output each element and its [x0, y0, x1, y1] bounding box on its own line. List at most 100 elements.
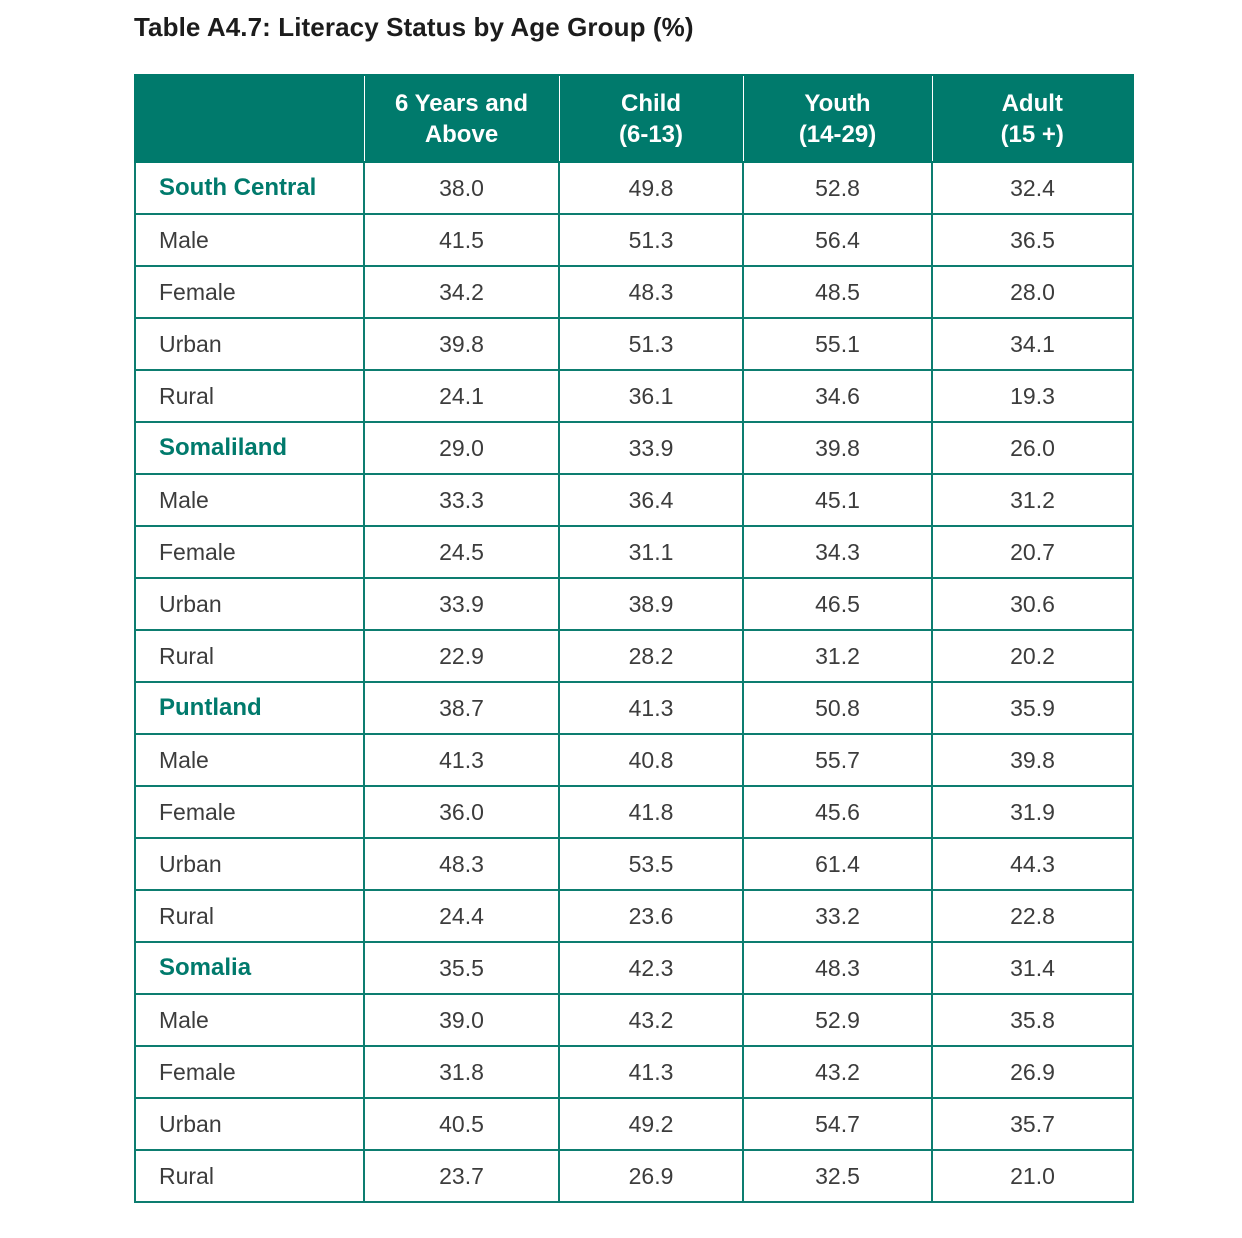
table-cell: 49.2: [558, 1097, 744, 1151]
table-cell: 38.7: [363, 681, 560, 735]
table-cell: 48.3: [558, 265, 744, 319]
table-cell: 35.5: [363, 941, 560, 995]
table-cell: 34.1: [931, 317, 1134, 371]
table-cell: 36.4: [558, 473, 744, 527]
table-cell: 22.8: [931, 889, 1134, 943]
table-cell: 31.9: [931, 785, 1134, 839]
table-cell: 31.2: [742, 629, 933, 683]
table-row: Male 39.0 43.2 52.9 35.8: [134, 993, 1134, 1047]
region-label: Puntland: [134, 681, 365, 735]
table-cell: 42.3: [558, 941, 744, 995]
table-header: 6 Years and Above Child (6-13) Youth (14…: [134, 74, 1134, 163]
table-cell: 36.5: [931, 213, 1134, 267]
table-cell: 48.5: [742, 265, 933, 319]
table-cell: 31.4: [931, 941, 1134, 995]
table-row: Rural 23.7 26.9 32.5 21.0: [134, 1149, 1134, 1203]
table-body: South Central 38.0 49.8 52.8 32.4 Male 41.5 51.…: [134, 161, 1134, 1203]
column-header-label: [134, 74, 365, 163]
table-cell: 39.8: [363, 317, 560, 371]
table-cell: 33.3: [363, 473, 560, 527]
row-label: Urban: [134, 577, 365, 631]
table-cell: 41.3: [558, 681, 744, 735]
table-cell: 44.3: [931, 837, 1134, 891]
table-cell: 24.4: [363, 889, 560, 943]
table-cell: 50.8: [742, 681, 933, 735]
table-cell: 23.7: [363, 1149, 560, 1203]
table-cell: 41.3: [363, 733, 560, 787]
table-row: Female 34.2 48.3 48.5 28.0: [134, 265, 1134, 319]
table-cell: 52.9: [742, 993, 933, 1047]
table-cell: 49.8: [558, 161, 744, 215]
row-label: Female: [134, 1045, 365, 1099]
table-cell: 39.8: [742, 421, 933, 475]
table-row: Female 36.0 41.8 45.6 31.9: [134, 785, 1134, 839]
table-cell: 21.0: [931, 1149, 1134, 1203]
table-cell: 31.1: [558, 525, 744, 579]
table-cell: 36.1: [558, 369, 744, 423]
table-cell: 31.2: [931, 473, 1134, 527]
table-cell: 24.5: [363, 525, 560, 579]
table-row: Rural 24.1 36.1 34.6 19.3: [134, 369, 1134, 423]
table-row: Male 41.5 51.3 56.4 36.5: [134, 213, 1134, 267]
table-cell: 26.0: [931, 421, 1134, 475]
table-cell: 39.8: [931, 733, 1134, 787]
table-cell: 45.6: [742, 785, 933, 839]
region-row: South Central 38.0 49.8 52.8 32.4: [134, 161, 1134, 215]
table-cell: 41.3: [558, 1045, 744, 1099]
table-cell: 22.9: [363, 629, 560, 683]
table-cell: 24.1: [363, 369, 560, 423]
row-label: Male: [134, 473, 365, 527]
row-label: Female: [134, 265, 365, 319]
table-row: Rural 24.4 23.6 33.2 22.8: [134, 889, 1134, 943]
row-label: Male: [134, 733, 365, 787]
table-cell: 19.3: [931, 369, 1134, 423]
table-row: Female 31.8 41.3 43.2 26.9: [134, 1045, 1134, 1099]
region-label: Somaliland: [134, 421, 365, 475]
table-row: Rural 22.9 28.2 31.2 20.2: [134, 629, 1134, 683]
region-row: Somalia 35.5 42.3 48.3 31.4: [134, 941, 1134, 995]
table-cell: 32.5: [742, 1149, 933, 1203]
table-cell: 23.6: [558, 889, 744, 943]
header-row: 6 Years and Above Child (6-13) Youth (14…: [134, 74, 1134, 163]
table-row: Urban 39.8 51.3 55.1 34.1: [134, 317, 1134, 371]
column-header-adult: Adult (15 +): [931, 74, 1134, 163]
table-cell: 36.0: [363, 785, 560, 839]
table-cell: 61.4: [742, 837, 933, 891]
table-cell: 35.7: [931, 1097, 1134, 1151]
region-label: Somalia: [134, 941, 365, 995]
table-cell: 20.7: [931, 525, 1134, 579]
table-cell: 55.7: [742, 733, 933, 787]
table-cell: 43.2: [558, 993, 744, 1047]
row-label: Rural: [134, 629, 365, 683]
table-row: Male 41.3 40.8 55.7 39.8: [134, 733, 1134, 787]
table-cell: 28.0: [931, 265, 1134, 319]
table-cell: 26.9: [558, 1149, 744, 1203]
table-cell: 51.3: [558, 213, 744, 267]
table-cell: 55.1: [742, 317, 933, 371]
table-cell: 48.3: [363, 837, 560, 891]
table-cell: 39.0: [363, 993, 560, 1047]
table-row: Female 24.5 31.1 34.3 20.7: [134, 525, 1134, 579]
table-cell: 56.4: [742, 213, 933, 267]
table-cell: 20.2: [931, 629, 1134, 683]
region-row: Puntland 38.7 41.3 50.8 35.9: [134, 681, 1134, 735]
table-cell: 29.0: [363, 421, 560, 475]
table-cell: 35.8: [931, 993, 1134, 1047]
table-cell: 38.0: [363, 161, 560, 215]
column-header-youth: Youth (14-29): [742, 74, 933, 163]
table-cell: 45.1: [742, 473, 933, 527]
table-cell: 40.8: [558, 733, 744, 787]
table-title: Table A4.7: Literacy Status by Age Group…: [134, 12, 694, 42]
row-label: Urban: [134, 837, 365, 891]
table-cell: 33.9: [558, 421, 744, 475]
table-cell: 30.6: [931, 577, 1134, 631]
table-cell: 51.3: [558, 317, 744, 371]
table-cell: 33.9: [363, 577, 560, 631]
column-header-child: Child (6-13): [558, 74, 744, 163]
column-header-6-years-and-above: 6 Years and Above: [363, 74, 560, 163]
table-cell: 46.5: [742, 577, 933, 631]
table-cell: 28.2: [558, 629, 744, 683]
table-cell: 43.2: [742, 1045, 933, 1099]
table-cell: 34.6: [742, 369, 933, 423]
row-label: Rural: [134, 369, 365, 423]
